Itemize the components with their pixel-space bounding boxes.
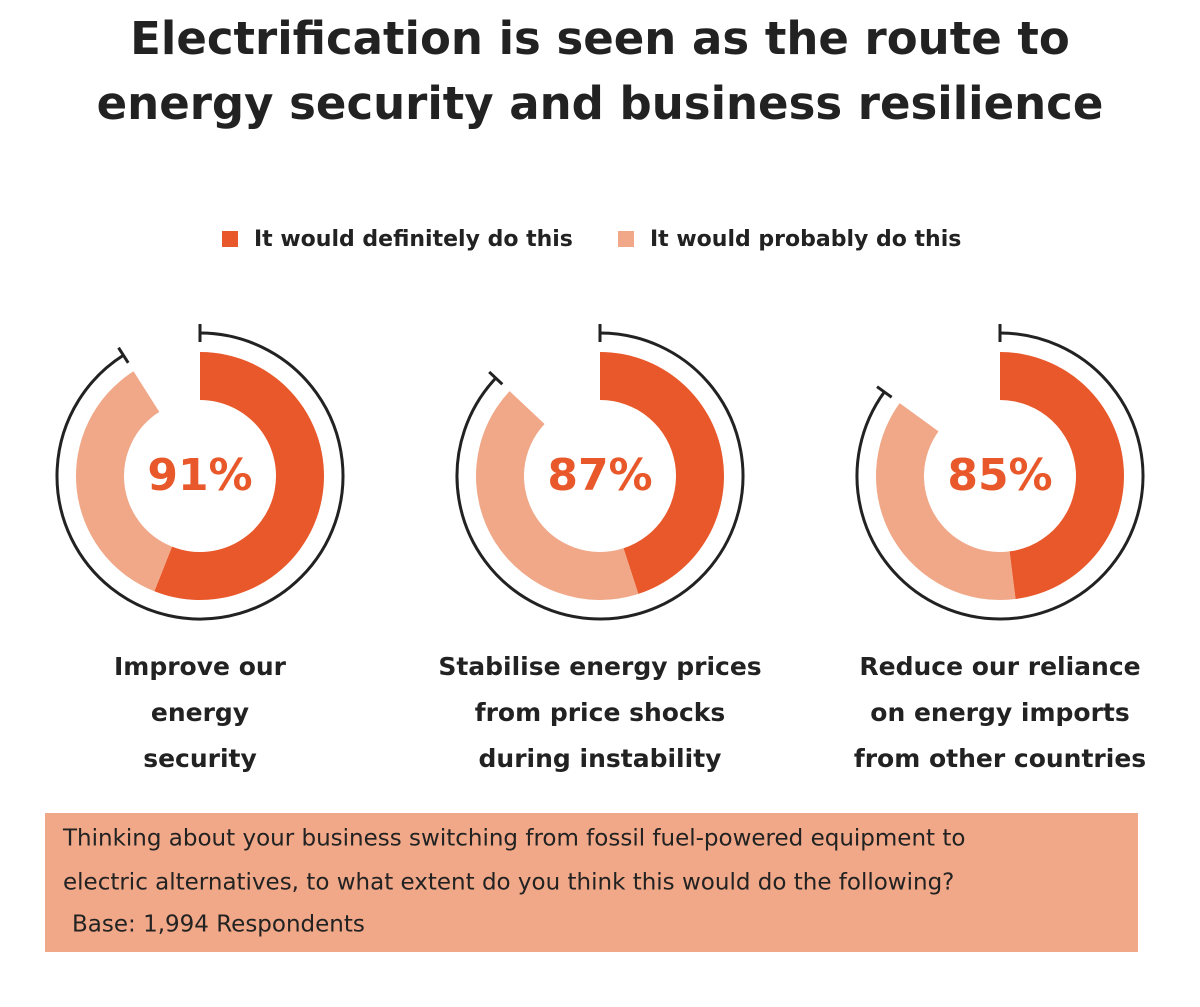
chart-title: Electrification is seen as the route to	[130, 12, 1070, 65]
category-label: Stabilise energy prices	[438, 652, 761, 681]
note-text: Thinking about your business switching f…	[62, 826, 965, 852]
donut-segment	[1000, 352, 1124, 600]
note-box	[45, 813, 1138, 952]
note-text: electric alternatives, to what extent do…	[63, 870, 954, 896]
legend-swatch	[222, 231, 238, 247]
donut-segment	[154, 352, 324, 600]
total-arc-tick	[117, 346, 130, 364]
category-label: Reduce our reliance	[859, 652, 1140, 681]
category-label: security	[143, 744, 257, 773]
chart-title: energy security and business resilience	[97, 77, 1104, 130]
donut-segment	[600, 352, 724, 594]
donut-segment	[875, 403, 1016, 600]
category-label: during instability	[479, 744, 722, 773]
total-label: 91%	[147, 450, 252, 501]
note-text: Base: 1,994 Respondents	[72, 912, 365, 938]
total-arc-tick	[488, 370, 504, 386]
legend-label: It would definitely do this	[254, 227, 573, 252]
legend-swatch	[618, 231, 634, 247]
total-arc	[855, 331, 1145, 621]
total-label: 85%	[947, 450, 1052, 501]
legend-label: It would probably do this	[650, 227, 961, 252]
category-label: from other countries	[854, 744, 1146, 773]
donut-segment	[76, 371, 173, 592]
total-arc-tick	[876, 385, 893, 399]
total-arc	[455, 331, 745, 621]
donut-segment	[475, 391, 639, 600]
total-label: 87%	[547, 450, 652, 501]
category-label: Improve our	[114, 652, 287, 681]
category-label: on energy imports	[870, 698, 1129, 727]
category-label: from price shocks	[475, 698, 726, 727]
category-label: energy	[151, 698, 249, 727]
total-arc	[55, 331, 345, 621]
